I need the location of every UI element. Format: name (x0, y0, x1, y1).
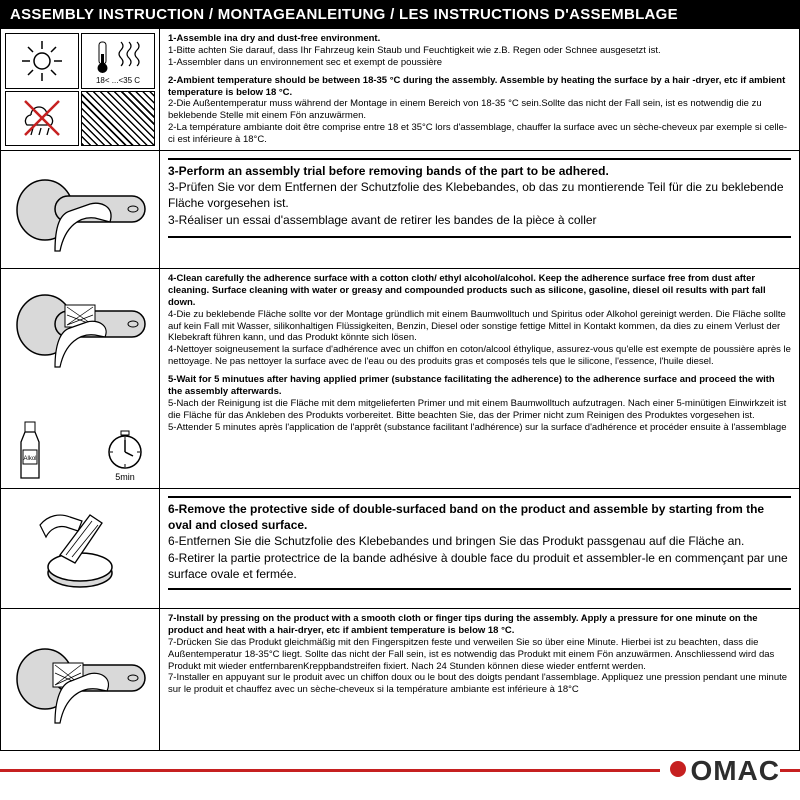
text-cell-2: 3-Perform an assembly trial before remov… (160, 151, 800, 268)
s1b-fr: 2-La température ambiante doit être comp… (168, 122, 791, 146)
s5-de: 7-Drücken Sie das Produkt gleichmäßig mi… (168, 637, 791, 673)
icon-cell-2 (0, 151, 160, 268)
s4-en: 6-Remove the protective side of double-s… (168, 501, 791, 533)
five-min-label: 5min (103, 472, 147, 482)
timer-icon: 5min (103, 428, 147, 482)
logo-text: OMAC (690, 755, 780, 787)
brand-logo: OMAC (660, 755, 780, 787)
thermometer-icon: 18< ...<35 C (81, 33, 155, 89)
s3a-en: 4-Clean carefully the adherence surface … (168, 273, 791, 309)
instruction-grid: 18< ...<35 C 1-Assemble ina dry and dust… (0, 29, 800, 751)
s5-fr: 7-Installer en appuyant sur le produit a… (168, 672, 791, 696)
footer: OMAC (0, 751, 800, 791)
text-cell-1: 1-Assemble ina dry and dust-free environ… (160, 29, 800, 150)
s1b-en: 2-Ambient temperature should be between … (168, 75, 791, 99)
press-install-icon (5, 621, 155, 739)
s3b-fr: 5-Attender 5 minutes après l'application… (168, 422, 791, 434)
icon-cell-4 (0, 489, 160, 608)
text-cell-5: 7-Install by pressing on the product wit… (160, 609, 800, 750)
s4-de: 6-Entfernen Sie die Schutzfolie des Kleb… (168, 533, 791, 549)
alcohol-label: Alkol (23, 456, 36, 462)
s3b-en: 5-Wait for 5 minutues after having appli… (168, 374, 791, 398)
sun-icon (5, 33, 79, 89)
s5-en: 7-Install by pressing on the product wit… (168, 613, 791, 637)
temp-range-label: 18< ...<35 C (96, 76, 140, 85)
s3a-fr: 4-Nettoyer soigneusement la surface d'ad… (168, 344, 791, 368)
text-cell-3: 4-Clean carefully the adherence surface … (160, 269, 800, 488)
icon-cell-1: 18< ...<35 C (0, 29, 160, 150)
s1a-en: 1-Assemble ina dry and dust-free environ… (168, 33, 791, 45)
s3a-de: 4-Die zu beklebende Fläche sollte vor de… (168, 309, 791, 345)
trial-fit-icon (5, 156, 155, 264)
no-rain-icon (5, 91, 79, 147)
text-cell-4: 6-Remove the protective side of double-s… (160, 489, 800, 608)
row-1: 18< ...<35 C 1-Assemble ina dry and dust… (0, 29, 800, 151)
logo-dot-icon (670, 761, 686, 777)
row-2: 3-Perform an assembly trial before remov… (0, 151, 800, 269)
header-title: ASSEMBLY INSTRUCTION / MONTAGEANLEITUNG … (10, 6, 678, 23)
s4-fr: 6-Retirer la partie protectrice de la ba… (168, 550, 791, 582)
row-4: 6-Remove the protective side of double-s… (0, 489, 800, 609)
icon-cell-5 (0, 609, 160, 750)
peel-tape-icon (20, 495, 140, 603)
header-bar: ASSEMBLY INSTRUCTION / MONTAGEANLEITUNG … (0, 0, 800, 29)
icon-cell-3: Alkol 5min (0, 269, 160, 488)
s1a-de: 1-Bitte achten Sie darauf, dass Ihr Fahr… (168, 45, 791, 57)
s1a-fr: 1-Assembler dans un environnement sec et… (168, 57, 791, 69)
alcohol-bottle-icon: Alkol (13, 420, 47, 482)
s2-en: 3-Perform an assembly trial before remov… (168, 163, 791, 179)
clean-surface-icon (5, 275, 155, 375)
s2-de: 3-Prüfen Sie vor dem Entfernen der Schut… (168, 179, 791, 211)
s1b-de: 2-Die Außentemperatur muss während der M… (168, 98, 791, 122)
s3b-de: 5-Nach der Reinigung ist die Fläche mit … (168, 398, 791, 422)
s2-fr: 3-Réaliser un essai d'assemblage avant d… (168, 212, 791, 228)
texture-icon (81, 91, 155, 147)
row-3: Alkol 5min 4-Clean carefully the (0, 269, 800, 489)
row-5: 7-Install by pressing on the product wit… (0, 609, 800, 751)
